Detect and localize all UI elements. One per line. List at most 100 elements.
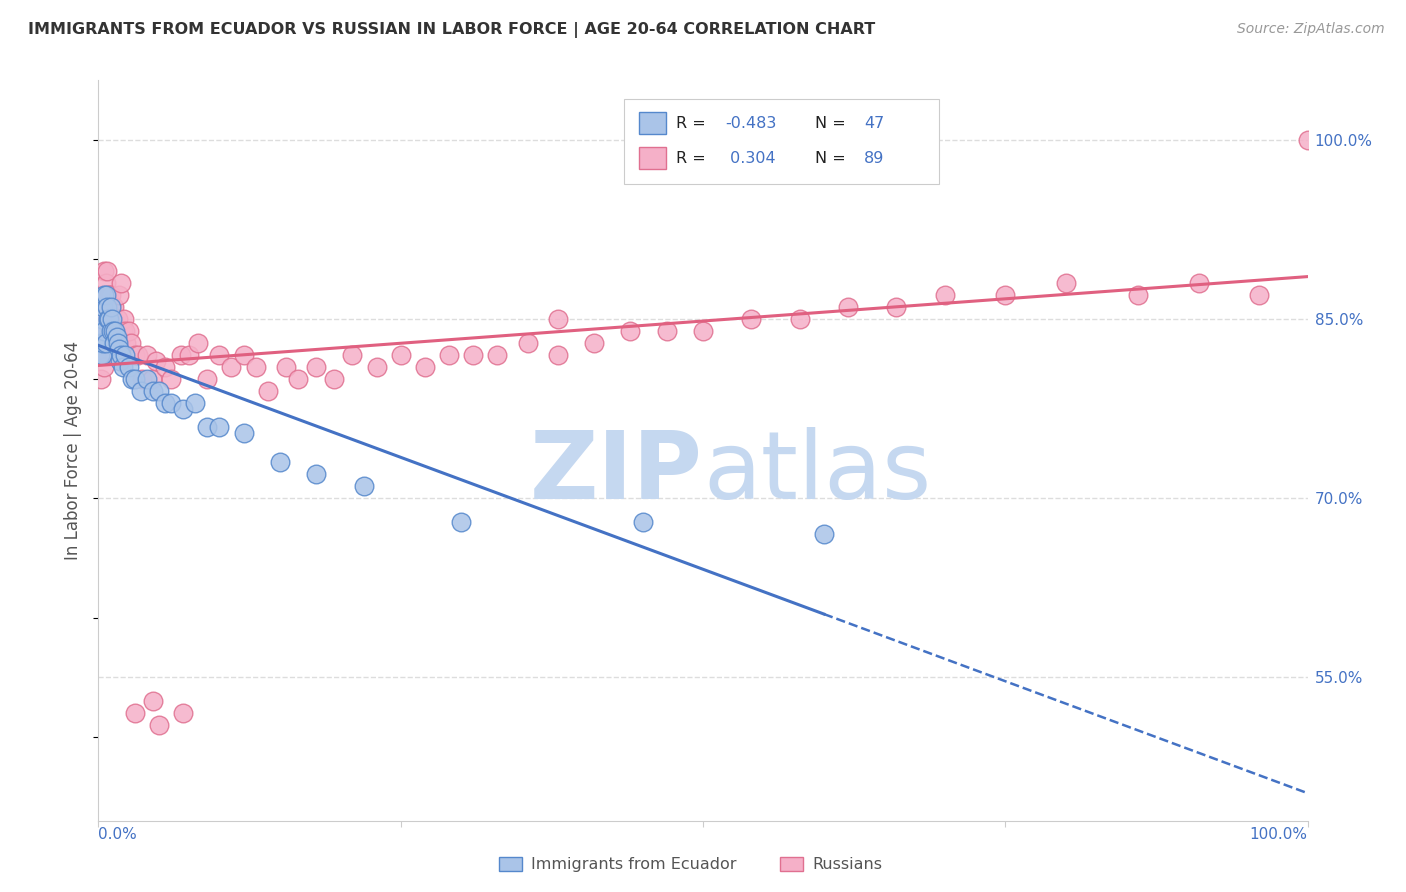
Text: Source: ZipAtlas.com: Source: ZipAtlas.com [1237,22,1385,37]
Point [114,348,136,362]
Point [90,336,112,351]
Point [107,336,129,351]
Point [184,395,207,409]
Text: 47: 47 [863,116,884,131]
Point [91,300,114,314]
Point [353,479,375,493]
Point [94,336,117,351]
Point [1188,277,1211,291]
Point [111,324,134,338]
Text: IMMIGRANTS FROM ECUADOR VS RUSSIAN IN LABOR FORCE | AGE 20-64 CORRELATION CHART: IMMIGRANTS FROM ECUADOR VS RUSSIAN IN LA… [28,22,876,38]
Text: 0.304: 0.304 [724,151,775,166]
Point [619,324,641,338]
Point [129,384,152,398]
Point [97,288,120,302]
Point [121,372,143,386]
Point [195,419,218,434]
Point [100,300,122,314]
Point [94,288,117,302]
Point [274,359,297,374]
Point [135,372,157,386]
Point [108,342,131,356]
Point [141,372,163,386]
Point [148,384,170,398]
Point [105,330,128,344]
Point [98,324,121,338]
Point [547,312,569,326]
Point [101,336,124,351]
Point [934,288,956,302]
Point [631,515,654,529]
Point [91,312,114,326]
Point [886,300,908,314]
Point [108,288,131,302]
Point [112,312,135,326]
Point [100,288,122,302]
Point [1296,133,1319,147]
Point [142,694,165,708]
Point [101,312,124,326]
Point [96,264,118,278]
Point [124,348,146,362]
Point [269,455,291,469]
Text: Immigrants from Ecuador: Immigrants from Ecuador [531,857,737,871]
Point [389,348,412,362]
Point [437,348,460,362]
Point [93,312,115,326]
Point [160,395,183,409]
Point [115,336,138,351]
Point [837,300,859,314]
Point [89,348,111,362]
Point [98,312,121,326]
Point [103,336,125,351]
Point [172,706,194,721]
Point [740,312,762,326]
Point [107,336,129,351]
Point [148,718,170,732]
Text: N =: N = [815,116,851,131]
Text: 89: 89 [863,151,884,166]
Point [90,324,112,338]
Point [118,324,141,338]
Point [208,419,231,434]
Y-axis label: In Labor Force | Age 20-64: In Labor Force | Age 20-64 [65,341,83,560]
Point [1054,277,1077,291]
Text: R =: R = [676,116,711,131]
Point [323,372,346,386]
Point [305,467,328,482]
Point [131,372,153,386]
Point [110,277,132,291]
Point [97,312,120,326]
Text: ZIP: ZIP [530,426,703,518]
Text: atlas: atlas [703,426,931,518]
Point [91,300,114,314]
Point [160,372,183,386]
Point [100,324,122,338]
Point [89,348,111,362]
Point [104,324,127,338]
Point [994,288,1017,302]
Point [91,348,114,362]
Point [120,336,142,351]
Point [195,372,218,386]
Point [413,359,436,374]
Point [93,324,115,338]
Point [111,359,134,374]
Point [98,288,121,302]
Point [90,372,112,386]
Text: Russians: Russians [813,857,883,871]
Point [245,359,267,374]
Point [463,348,485,362]
Point [107,312,129,326]
Point [153,359,176,374]
Point [94,312,117,326]
Point [124,706,146,721]
Point [100,300,122,314]
Point [342,348,364,362]
Point [142,384,165,398]
Point [145,354,167,368]
Point [187,336,209,351]
Point [450,515,472,529]
Point [110,348,132,362]
Point [135,348,157,362]
